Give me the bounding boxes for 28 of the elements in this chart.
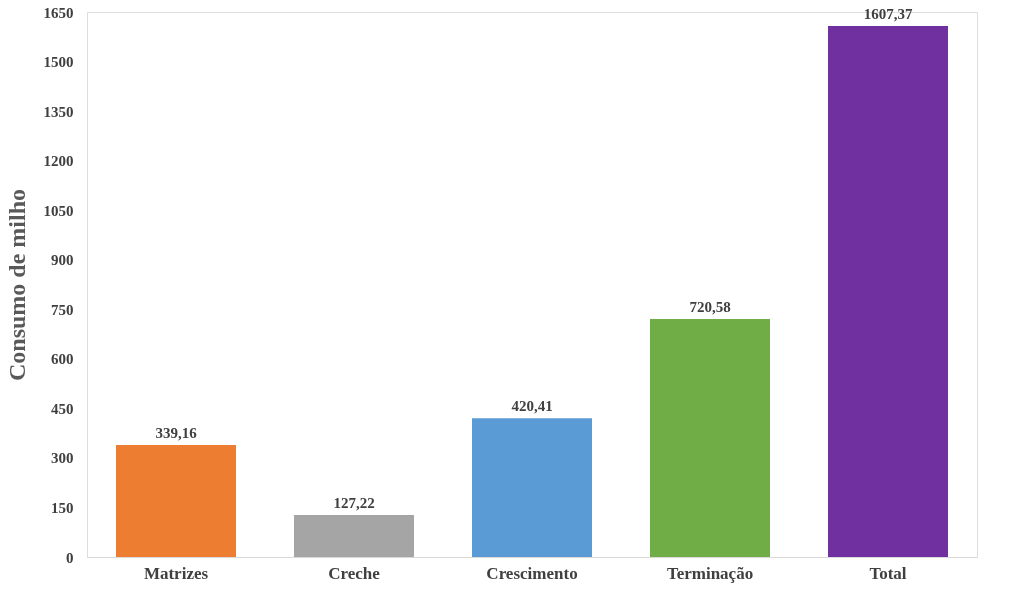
data-label: 339,16 [155,424,198,441]
x-tick-label: Crescimento [486,563,578,583]
bar [650,318,770,557]
y-tick-label: 150 [51,499,74,516]
x-tick-label: Creche [328,563,381,583]
y-tick-label: 1200 [43,153,74,170]
y-tick-label: 1350 [43,103,74,120]
data-label: 1607,37 [863,6,913,23]
y-tick-label: 600 [51,351,74,368]
y-tick-label: 0 [66,549,74,566]
bar [472,418,592,557]
data-label: 720,58 [689,298,731,315]
bar [116,444,236,557]
x-tick-label: Terminação [666,563,754,583]
y-tick-label: 1500 [43,54,74,71]
x-tick-label: Matrizes [143,563,209,583]
y-axis-title: Consumo de milho [3,188,30,382]
y-tick-label: 300 [51,450,74,467]
x-tick-label: Total [869,563,907,583]
y-tick-label: 1050 [43,202,74,219]
y-tick-label: 750 [51,301,74,318]
bar [294,514,414,557]
data-label: 127,22 [333,494,375,511]
data-label: 420,41 [511,398,553,415]
bar [828,26,948,557]
y-tick-label: 450 [51,400,74,417]
y-tick-label: 900 [51,252,74,269]
y-tick-label: 1650 [43,4,74,21]
